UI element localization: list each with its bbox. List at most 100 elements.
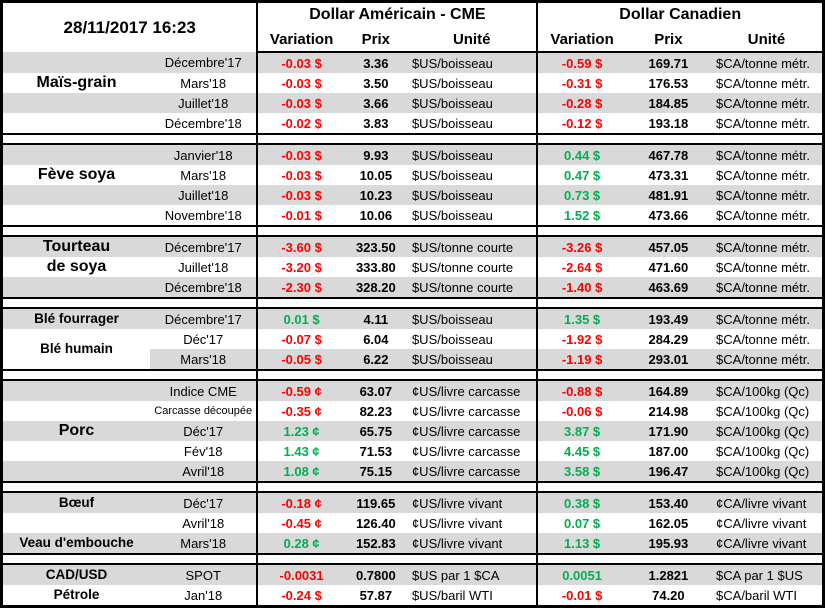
usd-unit-cell: $US/boisseau: [406, 349, 538, 370]
usd-price-cell: 57.87: [359, 587, 393, 603]
group-separator: [1, 481, 824, 493]
cad-unit-cell: $CA/baril WTI: [716, 587, 797, 603]
category-cell: Blé fourrager: [1, 308, 151, 329]
month-cell: Mars'18: [180, 75, 227, 91]
usd-price-cell: 10.05: [359, 167, 393, 183]
month-cell: Jan'18: [184, 587, 223, 603]
table-row: de soya Juillet'18 -3.20 $ 333.80 $US/to…: [2, 257, 824, 277]
usd-price-cell: 3.36: [344, 52, 407, 73]
usd-unit-cell: $US/tonne courte: [406, 236, 538, 257]
month-cell: Déc'17: [150, 421, 258, 441]
cad-price-cell: 184.85: [625, 93, 712, 113]
usd-variation-header: Variation: [256, 27, 345, 53]
cad-unit-cell: $CA/tonne métr.: [711, 277, 824, 298]
cad-variation-cell: 0.07 $: [536, 513, 626, 533]
usd-price-cell: 333.80: [355, 259, 396, 275]
cad-unit-cell: $CA/tonne métr.: [716, 259, 810, 275]
table-row: Avril'18 -0.45 ¢ 126.40 ¢US/livre vivant…: [2, 513, 824, 533]
month-cell: Décembre'18: [150, 277, 258, 298]
cad-price-cell: 293.01: [625, 349, 712, 370]
cad-variation-cell: 1.52 $: [536, 205, 626, 226]
usd-variation-cell: -0.03 $: [256, 93, 345, 113]
usd-variation-cell: -0.35 ¢: [256, 401, 345, 421]
cad-price-cell: 164.89: [625, 380, 712, 401]
cad-variation-cell: -0.28 $: [536, 93, 626, 113]
category-cell: [1, 52, 151, 73]
cad-block-title: Dollar Canadien: [536, 1, 824, 27]
month-cell: Juillet'18: [150, 185, 258, 205]
usd-price-cell: 152.83: [344, 533, 407, 554]
cad-prix-header: Prix: [625, 27, 712, 53]
table-row: Avril'18 1.08 ¢ 75.15 ¢US/livre carcasse…: [1, 461, 824, 482]
cad-unite-header: Unité: [711, 27, 824, 53]
category-cell: [1, 185, 151, 205]
usd-variation-cell: 1.08 ¢: [256, 461, 345, 482]
cad-variation-cell: 0.44 $: [536, 144, 626, 165]
table-row: Décembre'17 -0.03 $ 3.36 $US/boisseau -0…: [1, 52, 824, 73]
table-row: Fève soya Mars'18 -0.03 $ 10.05 $US/bois…: [2, 165, 824, 185]
usd-price-cell: 9.93: [344, 144, 407, 165]
usd-price-cell: 82.23: [359, 403, 393, 419]
category-cell: Tourteau: [1, 236, 151, 257]
usd-prix-header: Prix: [344, 27, 407, 53]
usd-unit-cell: ¢US/livre vivant: [411, 515, 503, 531]
table-row: Blé humain Déc'17 -0.07 $ 6.04 $US/boiss…: [1, 329, 824, 370]
cad-price-cell: 193.18: [648, 115, 689, 131]
table-row: Juillet'18 -0.03 $ 10.23 $US/boisseau 0.…: [1, 185, 824, 205]
usd-variation-cell: -0.03 $: [256, 165, 345, 185]
usd-variation-cell: -0.07 $: [256, 329, 345, 349]
cad-variation-cell: 1.13 $: [536, 533, 626, 554]
usd-variation-cell: -3.20 $: [256, 257, 345, 277]
table-row: Mars'18 -0.05 $ 6.22 $US/boisseau -1.19 …: [2, 349, 824, 370]
category-cell: [1, 144, 151, 165]
cad-price-cell: 196.47: [625, 461, 712, 482]
category-cell: [1, 380, 151, 401]
usd-price-cell: 3.66: [344, 93, 407, 113]
cad-price-cell: 195.93: [625, 533, 712, 554]
usd-price-cell: 126.40: [355, 515, 396, 531]
usd-variation-cell: -0.03 $: [256, 73, 345, 93]
usd-unit-cell: ¢US/livre vivant: [406, 533, 538, 554]
cad-price-cell: 457.05: [625, 236, 712, 257]
usd-price-cell: 328.20: [344, 277, 407, 298]
month-cell: Mars'18: [180, 167, 227, 183]
usd-price-cell: 323.50: [344, 236, 407, 257]
cad-unit-cell: $CA/100kg (Qc): [716, 443, 810, 459]
table-header: 28/11/2017 16:23 Dollar Américain - CME …: [2, 1, 824, 53]
usd-unit-cell: $US/boisseau: [411, 115, 493, 131]
usd-unit-cell: ¢US/livre carcasse: [406, 461, 538, 482]
table-row: Bœuf Déc'17 -0.18 ¢ 119.65 ¢US/livre viv…: [1, 492, 824, 513]
usd-unit-cell: $US/boisseau: [411, 331, 493, 347]
category-cell: CAD/USD: [1, 564, 151, 585]
cad-price-cell: 171.90: [625, 421, 712, 441]
usd-block-title: Dollar Américain - CME: [256, 1, 538, 27]
cad-variation-cell: -0.01 $: [536, 585, 626, 607]
table-row: Veau d'embouche Mars'18 0.28 ¢ 152.83 ¢U…: [1, 533, 824, 554]
category-cell: Fève soya: [37, 166, 116, 183]
table-row: Décembre'18 -0.02 $ 3.83 $US/boisseau -0…: [2, 113, 824, 134]
cad-variation-cell: 0.47 $: [536, 165, 626, 185]
cad-variation-cell: 4.45 $: [536, 441, 626, 461]
cad-variation-header: Variation: [536, 27, 626, 53]
usd-price-cell: 3.83: [363, 115, 389, 131]
cad-unit-cell: $CA/tonne métr.: [711, 93, 824, 113]
cad-unit-cell: $CA/tonne métr.: [711, 236, 824, 257]
category-cell: [2, 113, 151, 134]
table-row: Décembre'18 -2.30 $ 328.20 $US/tonne cou…: [1, 277, 824, 298]
usd-variation-cell: -0.45 ¢: [256, 513, 345, 533]
table-row: Tourteau Décembre'17 -3.60 $ 323.50 $US/…: [1, 236, 824, 257]
group-separator: [1, 225, 824, 237]
cad-price-cell: 284.29: [648, 331, 689, 347]
cad-variation-cell: 1.35 $: [536, 308, 626, 329]
month-cell: Décembre'17: [150, 308, 258, 329]
usd-price-cell: 6.22: [344, 349, 407, 370]
month-cell: Mars'18: [150, 349, 258, 370]
cad-variation-cell: -0.59 $: [536, 52, 626, 73]
cad-unit-cell: $CA/100kg (Qc): [716, 403, 810, 419]
usd-price-cell: 6.04: [363, 331, 389, 347]
cad-unit-cell: $CA par 1 $US: [711, 564, 824, 585]
cad-unit-cell: $CA/tonne métr.: [711, 52, 824, 73]
cad-price-cell: 187.00: [648, 443, 689, 459]
table-row: Blé fourrager Décembre'17 0.01 $ 4.11 $U…: [1, 308, 824, 329]
usd-variation-cell: -0.03 $: [256, 144, 345, 165]
